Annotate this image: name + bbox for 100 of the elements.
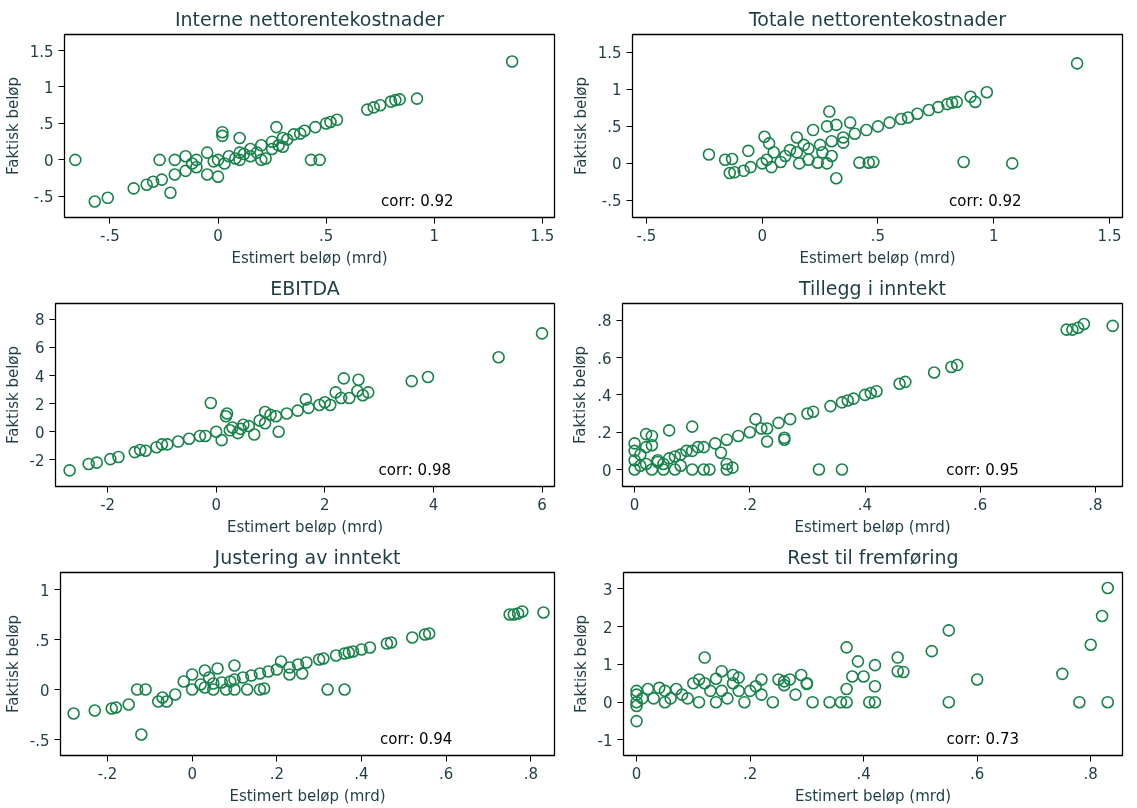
y-axis-title: Faktisk beløp bbox=[3, 614, 22, 714]
point bbox=[324, 115, 337, 129]
point bbox=[790, 131, 804, 144]
point bbox=[216, 129, 229, 143]
x-tick-label: .6 bbox=[438, 764, 454, 783]
x-tick-label: 1.5 bbox=[1097, 226, 1122, 245]
point bbox=[968, 95, 982, 109]
y-tick-label: -.5 bbox=[601, 192, 622, 211]
y-axis-title: Faktisk beløp bbox=[571, 76, 590, 176]
point bbox=[356, 388, 370, 402]
point bbox=[264, 408, 277, 422]
point bbox=[737, 164, 750, 178]
point bbox=[405, 374, 418, 388]
point bbox=[200, 168, 214, 181]
point bbox=[244, 142, 257, 156]
point bbox=[725, 152, 739, 166]
point bbox=[139, 444, 152, 457]
point bbox=[171, 435, 185, 448]
point bbox=[816, 146, 829, 159]
point bbox=[351, 384, 364, 398]
point bbox=[112, 450, 125, 464]
point bbox=[867, 155, 880, 169]
point bbox=[352, 373, 365, 387]
x-tick-label: -.5 bbox=[100, 226, 120, 245]
point bbox=[911, 107, 924, 121]
x-tick-label: 2 bbox=[320, 495, 330, 514]
point bbox=[767, 146, 781, 159]
point bbox=[211, 153, 225, 167]
y-tick-label: 0 bbox=[611, 155, 622, 174]
y-axis-title: Faktisk beløp bbox=[3, 345, 22, 445]
chart-title: Interne nettorentekostnader bbox=[174, 7, 445, 30]
point bbox=[389, 93, 402, 107]
x-axis-title: Estimert beløp (mrd) bbox=[794, 517, 951, 536]
y-tick-label: 6 bbox=[34, 339, 45, 358]
point bbox=[723, 166, 737, 180]
y-tick-label: 8 bbox=[34, 311, 45, 330]
x-axis-title: Estimert beløp (mrd) bbox=[799, 248, 956, 267]
point bbox=[164, 186, 177, 199]
point bbox=[233, 131, 246, 145]
point bbox=[313, 153, 326, 167]
point bbox=[250, 146, 264, 159]
point bbox=[179, 164, 192, 178]
point bbox=[813, 138, 827, 152]
point bbox=[229, 152, 242, 165]
point bbox=[168, 153, 182, 167]
point bbox=[82, 457, 95, 471]
point bbox=[829, 171, 843, 185]
point bbox=[259, 152, 272, 165]
x-tick-label: 1.5 bbox=[530, 226, 555, 245]
point bbox=[853, 156, 866, 169]
point bbox=[964, 90, 977, 104]
point bbox=[254, 153, 268, 167]
annotation: corr: 0.73 bbox=[946, 730, 1020, 749]
point bbox=[760, 153, 774, 166]
point bbox=[193, 429, 207, 443]
point bbox=[270, 120, 283, 134]
point bbox=[211, 170, 225, 183]
x-tick-label: 0 bbox=[757, 226, 767, 245]
point bbox=[237, 147, 251, 161]
point bbox=[293, 127, 307, 140]
y-tick-label: -.5 bbox=[33, 188, 54, 207]
x-tick-label: -2 bbox=[100, 495, 116, 514]
point bbox=[783, 143, 797, 157]
point bbox=[269, 409, 283, 423]
point bbox=[860, 123, 873, 137]
y-tick-label: 0 bbox=[43, 151, 54, 170]
point bbox=[862, 156, 875, 169]
x-axis-title: Estimert beløp (mrd) bbox=[231, 248, 388, 267]
annotation: corr: 0.95 bbox=[946, 461, 1019, 480]
x-axis-title: Estimert beløp (mrd) bbox=[229, 786, 386, 805]
point bbox=[820, 157, 834, 170]
point bbox=[765, 160, 778, 174]
point bbox=[153, 153, 166, 167]
point bbox=[718, 153, 732, 166]
point bbox=[280, 133, 294, 146]
y-tick-label: 2 bbox=[34, 395, 45, 414]
point bbox=[792, 157, 806, 170]
y-axis-title: Faktisk beløp bbox=[571, 345, 590, 445]
point bbox=[63, 464, 76, 477]
point bbox=[843, 116, 857, 129]
point bbox=[1005, 157, 1019, 170]
point bbox=[69, 153, 82, 167]
x-tick-label: 4 bbox=[428, 495, 439, 514]
point bbox=[233, 146, 246, 159]
point bbox=[216, 125, 229, 139]
point bbox=[337, 372, 351, 385]
point bbox=[199, 429, 212, 443]
y-tick-label: 0 bbox=[602, 694, 613, 713]
point bbox=[848, 127, 862, 141]
point bbox=[185, 157, 199, 170]
point bbox=[190, 153, 203, 167]
x-tick-label: 6 bbox=[537, 495, 547, 514]
x-tick-label: .6 bbox=[973, 495, 988, 514]
point bbox=[242, 419, 256, 433]
point bbox=[825, 134, 838, 148]
point bbox=[155, 438, 169, 451]
y-tick-label: 1 bbox=[39, 581, 50, 600]
point bbox=[258, 417, 272, 430]
annotation: corr: 0.92 bbox=[381, 192, 454, 211]
y-tick-label: 0 bbox=[39, 681, 50, 700]
